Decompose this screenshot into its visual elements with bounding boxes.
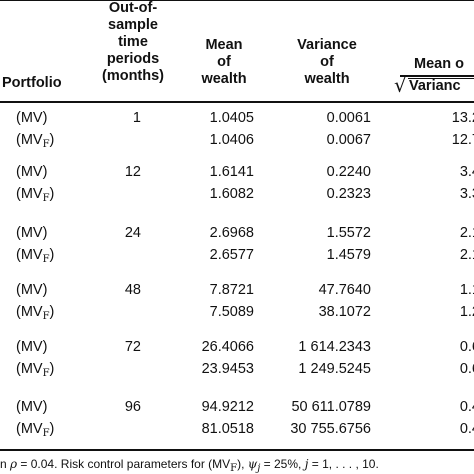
row-label: (MVF) [16,361,55,379]
row-period: 1 [132,110,141,126]
row-variance: 1 249.5245 [298,361,371,377]
header-variance-line: wealth [304,71,350,87]
row-variance: 0.2323 [326,186,371,202]
row-period: 96 [124,399,141,415]
row-label-subscript: F [42,139,50,150]
header-variance-wealth: Variance of wealth [282,37,372,88]
row-mean: 2.6968 [209,225,254,241]
row-label: (MVF) [16,421,55,439]
row-label: (MV) [16,399,48,415]
row-mean: 81.0518 [201,421,254,437]
row-ratio: 0.6 [459,339,474,355]
row-mean: 7.5089 [209,304,254,320]
row-variance: 1 614.2343 [298,339,371,355]
footnote-psi: ψ [247,457,258,471]
row-mean: 1.0405 [209,110,254,126]
table-footnote: n ρ = 0.04. Risk control parameters for … [0,457,379,474]
row-mean: 94.9212 [201,399,254,415]
header-periods-line: (months) [101,68,164,84]
row-label: (MVF) [16,132,55,150]
header-periods-line: periods [106,51,160,67]
row-label-subscript: F [42,311,50,322]
footnote-subscript-j: j [257,463,261,474]
header-variance-line: of [320,54,334,70]
row-label: (MVF) [16,247,55,265]
row-label: (MV) [16,164,48,180]
header-rule [0,101,474,103]
row-ratio: 1.2 [459,304,474,320]
header-periods: Out-of-sample time periods (months) [90,0,176,85]
row-label: (MV) [16,110,48,126]
row-mean: 1.6082 [209,186,254,202]
header-periods-line: sample [108,17,158,33]
row-period: 24 [124,225,141,241]
row-mean: 1.6141 [209,164,254,180]
row-ratio: 1.1 [459,282,474,298]
header-mean-wealth: Mean of wealth [190,37,258,88]
row-mean: 26.4066 [201,339,254,355]
row-period: 72 [124,339,141,355]
footnote-text: = 1, . . . , 10. [308,457,379,471]
ratio-fraction-bar [400,75,474,77]
row-variance: 0.0067 [326,132,371,148]
row-label: (MV) [16,225,48,241]
row-label-subscript: F [42,254,50,265]
row-mean: 7.8721 [209,282,254,298]
footnote-text: = 0.04. Risk control parameters for (MV [17,457,231,471]
row-period: 48 [124,282,141,298]
row-variance: 1.4579 [326,247,371,263]
row-variance: 1.5572 [326,225,371,241]
row-ratio: 3.4 [459,164,474,180]
row-label-subscript: F [42,368,50,379]
row-variance: 38.1072 [318,304,371,320]
header-periods-line: time [118,34,148,50]
row-label-subscript: F [42,193,50,204]
row-label: (MV) [16,282,48,298]
row-period: 12 [124,164,141,180]
row-variance: 0.0061 [326,110,371,126]
bottom-rule [0,449,474,451]
row-ratio: 13.2 [451,110,474,126]
ratio-numerator: Mean o [414,56,464,72]
row-mean: 23.9453 [201,361,254,377]
header-variance-line: Variance [297,37,357,53]
ratio-denominator: Varianc [409,78,461,94]
row-label: (MVF) [16,186,55,204]
footnote-text: n [0,457,11,471]
row-ratio: 0.4 [459,421,474,437]
sqrt-overline [408,78,474,79]
row-ratio: 12.7 [451,132,474,148]
row-ratio: 0.4 [459,399,474,415]
row-variance: 0.2240 [326,164,371,180]
header-mean-line: wealth [201,71,247,87]
sqrt-symbol: √ [394,73,407,97]
header-mean-line: Mean [205,37,243,53]
footnote-subscript: F [230,463,238,474]
footnote-text: ), [237,457,248,471]
row-variance: 47.7640 [318,282,371,298]
row-label-subscript: F [42,428,50,439]
row-ratio: 2.1 [459,225,474,241]
footnote-j: j [304,457,309,471]
row-label: (MV) [16,339,48,355]
row-ratio: 3.3 [459,186,474,202]
footnote-text: = 25%, [260,457,305,471]
row-mean: 1.0406 [209,132,254,148]
row-ratio: 0.6 [459,361,474,377]
top-rule [0,0,474,1]
row-mean: 2.6577 [209,247,254,263]
header-portfolio: Portfolio [2,75,62,91]
row-variance: 50 611.0789 [291,399,371,415]
header-mean-line: of [217,54,231,70]
row-ratio: 2.1 [459,247,474,263]
row-variance: 30 755.6756 [290,421,371,437]
row-label: (MVF) [16,304,55,322]
header-periods-line: Out-of- [108,0,158,16]
footnote-rho: ρ [10,457,18,471]
